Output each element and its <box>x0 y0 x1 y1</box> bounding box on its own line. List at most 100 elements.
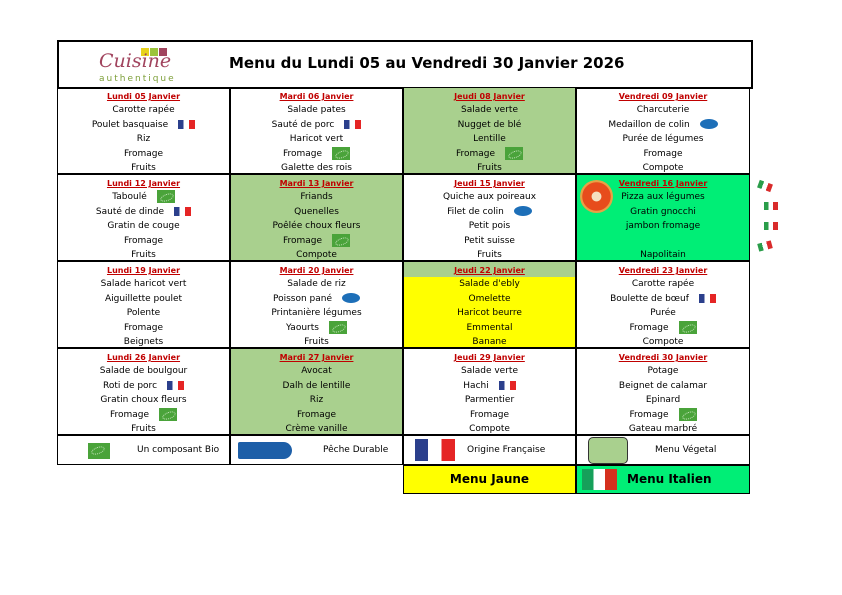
menu-item: Salade de riz <box>231 277 402 292</box>
menu-item: Carotte rapée <box>577 277 749 292</box>
menu-item <box>577 234 749 249</box>
legend-msc: Pêche Durable <box>230 435 403 465</box>
menu-item: Salade haricot vert <box>58 277 229 292</box>
menu-item-text: Purée <box>650 308 676 318</box>
menu-item: Fromage <box>58 321 229 336</box>
menu-item: Sauté de porc <box>231 118 402 133</box>
day-date: Mardi 20 Janvier <box>279 266 354 275</box>
menu-item-text: Parmentier <box>464 395 515 405</box>
day-date: Lundi 26 Janvier <box>106 353 181 362</box>
menu-item-text: Fromage <box>109 409 150 420</box>
menu-item: Fromage <box>58 147 229 162</box>
menu-item: Printanière légumes <box>231 306 402 321</box>
menu-item-text: Taboulé <box>112 192 147 202</box>
menu-item: Fromage <box>577 320 749 336</box>
day-date: Jeudi 08 Janvier <box>454 92 525 101</box>
pizza-icon <box>580 180 613 213</box>
day-cell: Lundi 26 Janvier Salade de boulgour Roti d… <box>57 348 230 435</box>
day-cell: Mardi 20 Janvier Salade de riz Poisson pan… <box>230 261 403 348</box>
day-cell: Jeudi 22 Janvier Salade d'ebly Omelette Har… <box>403 261 576 348</box>
day-cell: Lundi 05 Janvier Carotte rapée Poulet basq… <box>57 87 230 174</box>
menu-item: Fruits <box>58 248 229 263</box>
menu-item: Fromage <box>404 408 575 423</box>
menu-item: Poisson pané <box>231 292 402 307</box>
menu-item-text: Lentille <box>473 134 506 144</box>
menu-item: Beignets <box>58 335 229 350</box>
menu-item-text: Fromage <box>629 409 669 420</box>
menu-item: Friands <box>231 190 402 205</box>
menu-item-text: Salade de boulgour <box>99 366 188 376</box>
menu-item-text: Napolitain <box>640 250 686 260</box>
menu-item: Fromage <box>231 146 402 162</box>
menu-item-text: Fromage <box>629 322 669 333</box>
menu-item: Carotte rapée <box>58 103 229 118</box>
day-cell: Mardi 27 Janvier Avocat Dalh de lentille Ri… <box>230 348 403 435</box>
menu-item: Pizza aux légumes <box>577 190 749 205</box>
french-flag-icon <box>167 380 185 390</box>
menu-item-text: Pizza aux légumes <box>621 192 705 202</box>
day-cell: Lundi 12 Janvier Taboulé Sauté de dinde Gra… <box>57 174 230 261</box>
menu-item: Haricot vert <box>231 132 402 147</box>
menu-item: Salade de boulgour <box>58 364 229 379</box>
menu-item-text: Gratin gnocchi <box>630 206 696 217</box>
menu-item-text: Gratin de couge <box>107 221 180 231</box>
menu-italien-label: Menu Italien <box>576 465 750 494</box>
vegetal-swatch-icon <box>588 437 628 464</box>
legend-origin: Origine Française <box>403 435 576 465</box>
menu-item: Emmental <box>404 321 575 336</box>
menu-item-text: Haricot beurre <box>457 308 522 318</box>
menu-item-text: Compote <box>469 424 510 434</box>
menu-item: Compote <box>577 161 749 176</box>
menu-item-text: Fromage <box>296 409 337 420</box>
menu-item: Fromage <box>58 234 229 249</box>
menu-item-text: Fruits <box>477 163 502 173</box>
menu-item-text: Fromage <box>469 409 510 420</box>
menu-item: Boulette de bœuf <box>577 292 749 307</box>
menu-item: Poulet basquaise <box>58 118 229 133</box>
menu-item: Compote <box>404 422 575 437</box>
menu-item-text: Filet de colin <box>447 206 504 217</box>
italian-flag-garland <box>754 178 784 258</box>
menu-item: Quenelles <box>231 205 402 220</box>
menu-item-text: Roti de porc <box>102 380 158 391</box>
french-flag-icon <box>174 206 192 216</box>
menu-item: Salade d'ebly <box>404 277 575 292</box>
bio-icon <box>678 407 697 421</box>
day-date: Vendredi 23 Janvier <box>618 266 708 275</box>
bio-icon <box>505 146 524 160</box>
menu-item: Fruits <box>231 335 402 350</box>
menu-item: Roti de porc <box>58 379 229 394</box>
menu-item: Salade pates <box>231 103 402 118</box>
menu-item: Taboulé <box>58 190 229 205</box>
msc-logo-icon <box>238 442 292 459</box>
menu-item: Nugget de blé <box>404 118 575 133</box>
legend-bio: Un composant Bio <box>57 435 230 465</box>
bio-icon <box>678 320 697 334</box>
menu-item: Potage <box>577 364 749 379</box>
french-flag-icon <box>498 380 516 390</box>
menu-italien-text: Menu Italien <box>627 472 712 486</box>
menu-item-text: Salade haricot vert <box>100 279 187 289</box>
page-title: Menu du Lundi 05 au Vendredi 30 Janvier … <box>229 54 625 72</box>
menu-item-text: Galette des rois <box>281 163 352 173</box>
day-cell: Lundi 19 Janvier Salade haricot vert Aigui… <box>57 261 230 348</box>
menu-item-text: Fruits <box>131 250 156 260</box>
menu-item-text: Boulette de bœuf <box>610 293 689 304</box>
day-date: Vendredi 16 Janvier <box>618 179 708 188</box>
day-cell: Vendredi 09 Janvier Charcuterie Medaillon … <box>576 87 750 174</box>
menu-item-text: Friands <box>300 192 333 202</box>
menu-item-text: Purée de légumes <box>622 134 704 144</box>
menu-item: Galette des rois <box>231 161 402 176</box>
menu-item-text: Omelette <box>468 293 511 304</box>
day-date: Mardi 13 Janvier <box>279 179 354 188</box>
menu-item-text: Fruits <box>304 337 329 347</box>
menu-item-text: Haricot vert <box>289 134 344 144</box>
menu-item: Filet de colin <box>404 205 575 220</box>
menu-item-text: Gratin choux fleurs <box>100 395 187 405</box>
menu-item: Fromage <box>577 407 749 423</box>
menu-item-text: Yaourts <box>286 322 319 333</box>
menu-item-text: Compote <box>296 250 337 260</box>
menu-item: Poêlée choux fleurs <box>231 219 402 234</box>
menu-item: Banane <box>404 335 575 350</box>
menu-item-text: Sauté de porc <box>271 119 335 130</box>
